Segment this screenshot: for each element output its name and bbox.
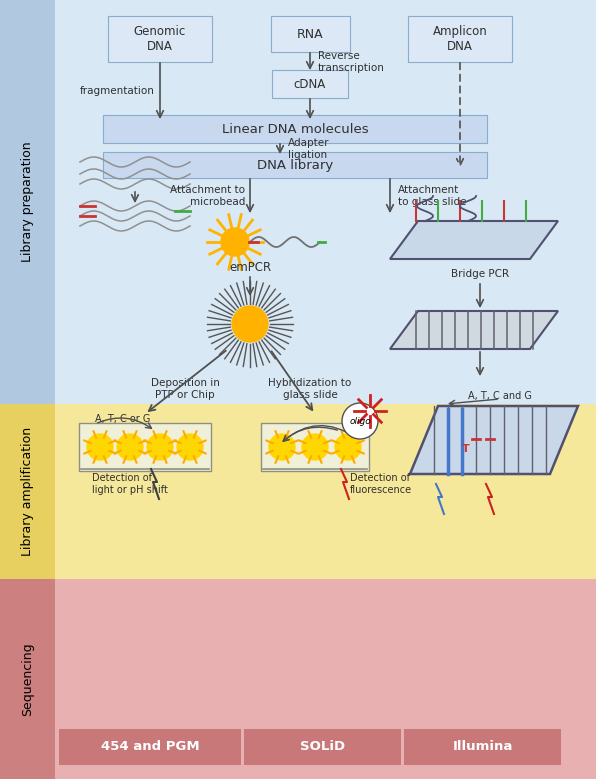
- Text: SOLiD: SOLiD: [300, 741, 345, 753]
- FancyBboxPatch shape: [0, 0, 55, 404]
- Polygon shape: [390, 311, 558, 349]
- Text: Library amplification: Library amplification: [21, 427, 35, 556]
- FancyBboxPatch shape: [272, 70, 348, 98]
- Polygon shape: [390, 221, 558, 259]
- Circle shape: [342, 403, 378, 439]
- FancyBboxPatch shape: [79, 423, 211, 471]
- Text: Genomic
DNA: Genomic DNA: [134, 25, 186, 53]
- FancyBboxPatch shape: [244, 729, 401, 765]
- Circle shape: [177, 434, 203, 460]
- Text: A, T, C or G: A, T, C or G: [95, 414, 150, 424]
- FancyBboxPatch shape: [408, 16, 512, 62]
- Circle shape: [221, 228, 249, 256]
- FancyBboxPatch shape: [55, 579, 596, 779]
- FancyBboxPatch shape: [108, 16, 212, 62]
- Text: Attachment to
microbead: Attachment to microbead: [170, 185, 245, 206]
- Text: Library preparation: Library preparation: [21, 142, 35, 263]
- Polygon shape: [410, 406, 578, 474]
- Text: cDNA: cDNA: [294, 77, 326, 90]
- Text: Sequencing: Sequencing: [21, 642, 35, 716]
- Text: DNA library: DNA library: [257, 158, 333, 171]
- FancyBboxPatch shape: [103, 152, 487, 178]
- Text: Hybridization to
glass slide: Hybridization to glass slide: [268, 378, 352, 400]
- FancyBboxPatch shape: [59, 729, 241, 765]
- Text: Attachment
to glass slide: Attachment to glass slide: [398, 185, 467, 206]
- Circle shape: [147, 434, 173, 460]
- Circle shape: [117, 434, 143, 460]
- Text: Reverse
transcription: Reverse transcription: [318, 51, 385, 72]
- Text: 454 and PGM: 454 and PGM: [101, 741, 199, 753]
- Circle shape: [302, 434, 328, 460]
- Text: A, T, C and G: A, T, C and G: [468, 391, 532, 401]
- Text: emPCR: emPCR: [229, 260, 271, 273]
- FancyBboxPatch shape: [261, 423, 369, 471]
- Text: RNA: RNA: [297, 27, 323, 41]
- Text: Illumina: Illumina: [452, 741, 513, 753]
- Text: Adapter
ligation: Adapter ligation: [288, 138, 330, 160]
- Text: oligo: oligo: [349, 417, 371, 425]
- Text: Amplicon
DNA: Amplicon DNA: [433, 25, 488, 53]
- Text: Bridge PCR: Bridge PCR: [451, 269, 509, 279]
- FancyBboxPatch shape: [55, 404, 596, 579]
- Circle shape: [335, 434, 361, 460]
- Text: T: T: [462, 444, 470, 454]
- FancyBboxPatch shape: [103, 115, 487, 143]
- Text: Detection of
light or pH shift: Detection of light or pH shift: [92, 473, 168, 495]
- Circle shape: [87, 434, 113, 460]
- Text: fragmentation: fragmentation: [80, 86, 155, 96]
- FancyBboxPatch shape: [55, 0, 596, 404]
- Text: Detection of
fluorescence: Detection of fluorescence: [350, 473, 412, 495]
- Text: Linear DNA molecules: Linear DNA molecules: [222, 122, 368, 136]
- FancyBboxPatch shape: [0, 404, 55, 579]
- Text: Deposition in
PTP or Chip: Deposition in PTP or Chip: [151, 378, 219, 400]
- FancyBboxPatch shape: [404, 729, 561, 765]
- Circle shape: [269, 434, 295, 460]
- FancyBboxPatch shape: [0, 579, 55, 779]
- Circle shape: [232, 306, 268, 342]
- FancyBboxPatch shape: [271, 16, 349, 52]
